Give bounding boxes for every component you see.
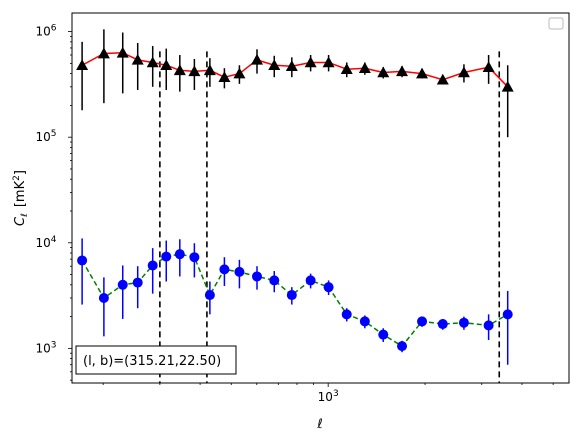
marker-s2-p9 (204, 290, 215, 301)
y-tick-label-2: 104 (35, 235, 56, 250)
y-tick-label-4: 106 (35, 24, 56, 39)
vertical-lines (159, 51, 501, 383)
marker-s1-p6 (160, 59, 173, 71)
marker-s1-p3 (116, 46, 129, 58)
marker-s1-p20 (396, 65, 409, 77)
marker-s2-p19 (378, 329, 389, 340)
marker-s2-p24 (483, 320, 494, 331)
marker-s1-p7 (173, 64, 186, 76)
marker-s1-p8 (188, 65, 201, 77)
marker-s2-p17 (341, 309, 352, 320)
marker-s1-p21 (416, 67, 429, 79)
marker-s2-p2 (98, 292, 109, 303)
marker-s2-p10 (219, 264, 230, 275)
marker-s1-p23 (457, 66, 470, 78)
annotation-text: (l, b)=(315.21,22.50) (83, 354, 221, 369)
marker-s2-p11 (234, 266, 245, 277)
x-axis-label: ℓ (316, 417, 322, 432)
annotation: (l, b)=(315.21,22.50) (75, 345, 237, 375)
marker-s2-p21 (417, 316, 428, 327)
y-axis-label: Cℓ [mK2] (12, 170, 30, 226)
y-tick-label-1: 103 (35, 340, 56, 355)
marker-s1-p17 (340, 63, 353, 75)
marker-s2-p6 (161, 251, 172, 262)
x-ticks: 103 (102, 383, 554, 404)
marker-s1-p10 (218, 71, 231, 82)
marker-s1-p5 (146, 56, 159, 68)
legend-box (548, 17, 564, 30)
marker-s2-p7 (174, 249, 185, 260)
marker-s1-p24 (482, 61, 495, 73)
y-axis-label-unit: [mK (13, 180, 28, 207)
y-axis-label-unit-close: ] (13, 170, 28, 175)
marker-s1-p25 (501, 80, 514, 92)
y-axis-label-sub: ℓ (20, 213, 30, 218)
marker-s1-p15 (304, 56, 317, 68)
data-markers (76, 46, 514, 352)
marker-s2-p12 (252, 271, 263, 282)
marker-s2-p18 (359, 316, 370, 327)
marker-s1-p12 (251, 53, 264, 65)
x-tick-label-1: 103 (318, 389, 339, 404)
marker-s2-p16 (323, 282, 334, 293)
marker-s2-p14 (286, 290, 297, 301)
marker-s2-p22 (437, 319, 448, 330)
marker-s1-p16 (322, 56, 335, 68)
marker-s2-p15 (305, 275, 316, 286)
plot-area (72, 13, 569, 383)
marker-s1-p4 (131, 53, 144, 65)
marker-s1-p13 (268, 59, 281, 71)
svg-text:Cℓ[mK2]: Cℓ [mK2] (12, 170, 30, 226)
marker-s2-p8 (189, 252, 200, 263)
marker-s2-p23 (458, 317, 469, 328)
annotation-box (75, 345, 237, 375)
plot-frame (71, 12, 570, 384)
marker-s2-p1 (77, 255, 88, 266)
marker-s2-p13 (269, 275, 280, 286)
marker-s1-p18 (358, 62, 371, 74)
marker-s2-p4 (132, 277, 143, 288)
marker-s1-p22 (436, 73, 449, 85)
marker-s1-p14 (285, 60, 298, 72)
marker-s1-p2 (97, 47, 110, 59)
marker-s2-p25 (502, 309, 513, 320)
marker-s2-p20 (397, 341, 408, 352)
y-axis-label-main: C (13, 216, 28, 226)
y-tick-label-3: 105 (35, 129, 56, 144)
marker-s2-p3 (117, 279, 128, 290)
y-ticks: 103 104 105 106 (35, 24, 72, 381)
marker-s1-p9 (203, 64, 216, 76)
marker-s1-p19 (377, 66, 390, 78)
y-axis-label-unit-sup: 2 (12, 175, 22, 181)
marker-s2-p5 (147, 260, 158, 271)
marker-s1-p1 (76, 59, 89, 71)
marker-s1-p11 (233, 67, 246, 79)
